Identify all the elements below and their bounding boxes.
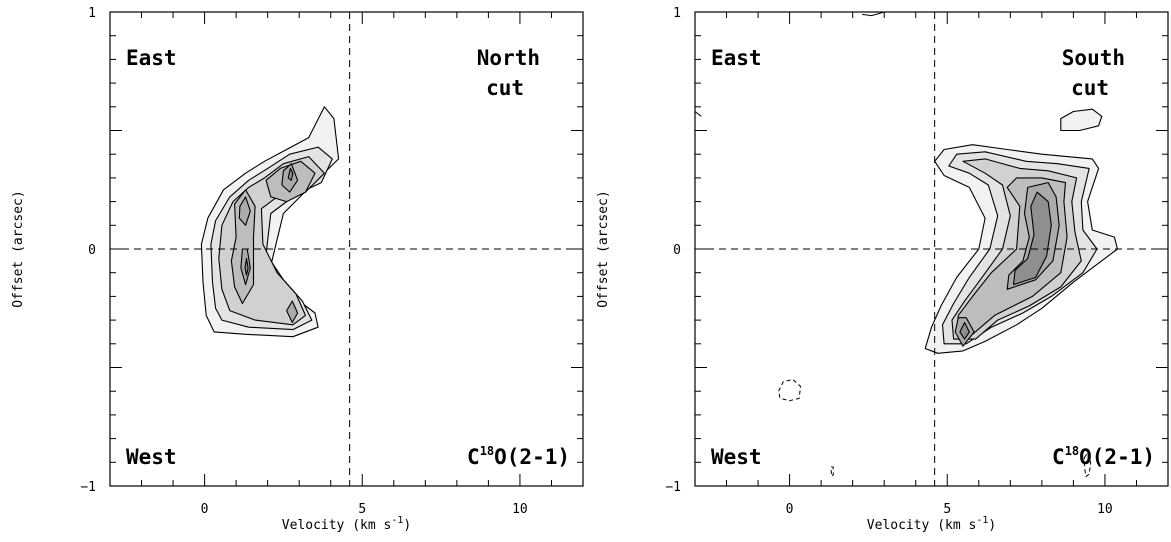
x-tick-label: 0: [786, 502, 794, 517]
label-east: East: [711, 46, 762, 70]
y-tick-label: 1: [88, 6, 96, 21]
y-tick-label: −1: [80, 480, 96, 495]
x-tick-label: 5: [943, 502, 951, 517]
label-molecule-transition: O(2-1): [1079, 445, 1155, 469]
label-cut-direction: South: [1062, 46, 1125, 70]
contour-level-6: [1012, 191, 1052, 286]
contour-level-6: [244, 257, 249, 276]
x-axis-label-end: ): [403, 518, 411, 533]
negative-contour: [830, 466, 834, 479]
x-axis-label-end: ): [988, 518, 996, 533]
label-molecule: C18O(2-1): [467, 444, 570, 469]
y-tick-label: 1: [673, 6, 681, 21]
contour-level-6: [959, 321, 970, 340]
y-tick-label: 0: [88, 243, 96, 258]
x-axis-label-main: Velocity (km s: [867, 518, 977, 533]
label-molecule-transition: O(2-1): [494, 445, 570, 469]
label-cut: cut: [1071, 76, 1109, 100]
x-axis-label-main: Velocity (km s: [282, 518, 392, 533]
x-tick-label: 5: [358, 502, 366, 517]
negative-contour: [778, 378, 802, 402]
contour-level-6: [287, 167, 294, 181]
panel-left: 0 5 10 −1 0 1 Velocity (km s-1) Offset (arcsec)…: [11, 6, 584, 533]
y-tick-label: 0: [673, 243, 681, 258]
x-axis-label-exponent: -1: [391, 515, 403, 526]
contour-level-1: [1060, 108, 1103, 132]
x-tick-label: 10: [1097, 502, 1113, 517]
contour-segment: [862, 12, 885, 17]
plot-area: [110, 12, 583, 486]
label-cut-direction: North: [477, 46, 540, 70]
label-west: West: [711, 445, 762, 469]
label-molecule-c: C: [1052, 445, 1065, 469]
label-molecule-isotope: 18: [480, 444, 494, 458]
x-axis-label: Velocity (km s-1): [282, 515, 411, 533]
label-molecule-isotope: 18: [1065, 444, 1079, 458]
x-axis-label-exponent: -1: [976, 515, 988, 526]
y-axis-label: Offset (arcsec): [596, 190, 611, 307]
contour-level-5: [286, 300, 299, 324]
label-east: East: [126, 46, 177, 70]
label-west: West: [126, 445, 177, 469]
panel-right: 0 5 10 −1 0 1 Velocity (km s-1) Offset (arcsec)…: [596, 6, 1169, 533]
label-cut: cut: [486, 76, 524, 100]
x-tick-label: 10: [512, 502, 528, 517]
x-tick-label: 0: [201, 502, 209, 517]
plot-area: [695, 12, 1168, 486]
contour-level-5: [238, 196, 251, 226]
y-axis-label: Offset (arcsec): [11, 190, 26, 307]
label-molecule-c: C: [467, 445, 480, 469]
y-tick-label: −1: [665, 480, 681, 495]
contour-segment: [695, 111, 702, 117]
x-axis-label: Velocity (km s-1): [867, 515, 996, 533]
label-molecule: C18O(2-1): [1052, 444, 1155, 469]
